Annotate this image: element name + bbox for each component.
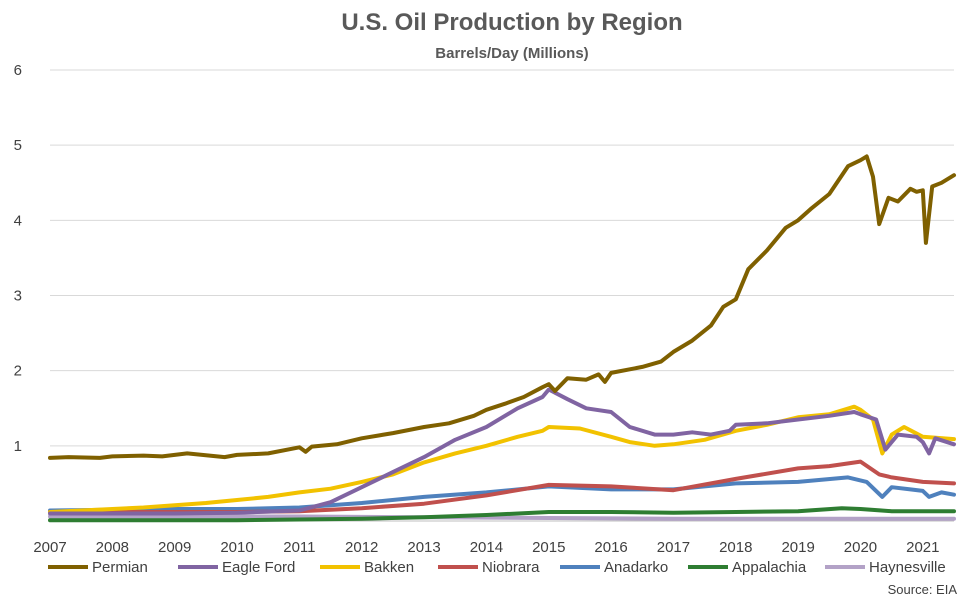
series-line-haynesville [48,514,956,521]
series-line-permian [48,154,956,460]
x-tick-label: 2013 [407,539,440,556]
series-lines [48,154,956,523]
legend-label: Anadarko [604,559,668,576]
y-tick-label: 6 [14,62,22,79]
legend-label: Eagle Ford [222,559,295,576]
legend-label: Niobrara [482,559,540,576]
legend-label: Haynesville [869,559,946,576]
y-tick-label: 2 [14,363,22,380]
series-line-eagle-ford [48,387,956,516]
legend-item: Anadarko [560,559,668,576]
x-tick-label: 2007 [33,539,66,556]
y-tick-label: 4 [14,212,22,229]
x-tick-label: 2008 [96,539,129,556]
x-tick-label: 2014 [470,539,503,556]
x-tick-label: 2019 [781,539,814,556]
chart-title: U.S. Oil Production by Region [341,9,682,36]
x-tick-label: 2021 [906,539,939,556]
x-tick-label: 2017 [657,539,690,556]
x-axis-ticks: 2007 2008 2009 2010 2011 2012 2013 2014 2015 2016… [33,539,939,556]
source-note: Source: EIA [888,582,958,597]
x-tick-label: 2020 [844,539,877,556]
legend-label: Permian [92,559,148,576]
series-line-appalachia [48,506,956,523]
legend: Permian Eagle Ford Bakken Niobrara Anadarko A… [48,559,946,576]
x-tick-label: 2010 [220,539,253,556]
x-tick-label: 2016 [594,539,627,556]
x-tick-label: 2011 [283,539,315,556]
legend-item: Bakken [320,559,414,576]
legend-label: Bakken [364,559,414,576]
x-tick-label: 2012 [345,539,378,556]
chart-subtitle: Barrels/Day (Millions) [435,45,588,62]
gridlines [50,69,954,522]
legend-item: Permian [48,559,148,576]
y-tick-label: 5 [14,137,22,154]
legend-item: Niobrara [438,559,540,576]
x-tick-label: 2009 [158,539,191,556]
legend-label: Appalachia [732,559,807,576]
legend-item: Haynesville [825,559,946,576]
x-tick-label: 2015 [532,539,565,556]
x-tick-label: 2018 [719,539,752,556]
legend-item: Eagle Ford [178,559,295,576]
legend-item: Appalachia [688,559,807,576]
series-line-bakken [48,404,956,514]
y-tick-label: 1 [14,438,22,455]
y-tick-label: 3 [14,288,22,305]
y-axis-ticks: 1 2 3 4 5 6 [14,62,22,455]
